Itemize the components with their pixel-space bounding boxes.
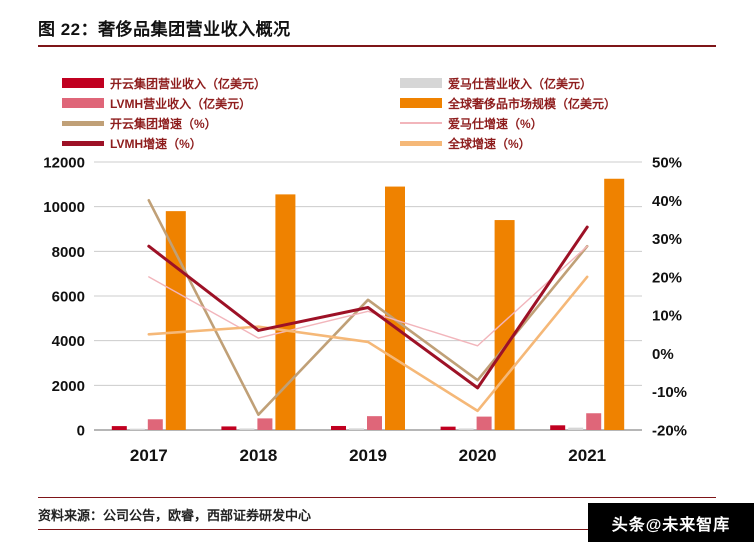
legend-item: LVMH增速（%） [62,135,400,151]
source-note: 资料来源：公司公告，欧睿，西部证券研发中心 [38,508,312,523]
svg-text:2021: 2021 [568,446,606,465]
legend-item: 开云集团增速（%） [62,115,400,131]
svg-text:12000: 12000 [43,155,85,172]
legend-swatch-bar [400,98,442,108]
x-axis-labels: 2017 2018 2019 2020 2021 [130,446,606,465]
svg-text:2018: 2018 [239,446,277,465]
legend-label: 爱马仕营业收入（亿美元） [448,76,593,91]
legend-label: 开云集团营业收入（亿美元） [110,76,267,91]
svg-text:0: 0 [77,423,85,440]
left-axis-labels: 0 2000 4000 6000 8000 10000 12000 [43,155,85,440]
svg-text:30%: 30% [652,231,682,248]
legend-swatch-line-thin [400,122,442,124]
svg-text:4000: 4000 [52,333,85,350]
bar-series-1 [111,425,566,430]
svg-text:50%: 50% [652,155,682,172]
legend-item: 开云集团营业收入（亿美元） [62,75,400,91]
svg-text:40%: 40% [652,193,682,210]
watermark-text: 头条@未来智库 [611,516,731,534]
legend-swatch-line [62,140,104,146]
source-divider-bottom [38,529,716,530]
chart-legend: 开云集团营业收入（亿美元） LVMH营业收入（亿美元） 开云集团增速（%） LVMH增… [62,75,616,151]
svg-text:10%: 10% [652,308,682,325]
svg-text:0%: 0% [652,346,674,363]
legend-label: 爱马仕增速（%） [448,116,543,131]
legend-swatch-line [400,140,442,146]
svg-text:2019: 2019 [349,446,387,465]
legend-item: 爱马仕增速（%） [400,115,616,131]
legend-label: 开云集团增速（%） [110,116,217,131]
source-divider-top [38,497,716,498]
legend-column: 开云集团营业收入（亿美元） LVMH营业收入（亿美元） 开云集团增速（%） LVMH增… [62,75,400,151]
bar-series-4 [165,178,625,430]
legend-item: 全球奢侈品市场规模（亿美元） [400,95,616,111]
legend-item: 爱马仕营业收入（亿美元） [400,75,616,91]
bar-series-3 [147,413,602,430]
svg-text:-10%: -10% [652,384,687,401]
svg-text:10000: 10000 [43,199,85,216]
title-divider [38,45,716,47]
legend-swatch-bar [62,98,104,108]
legend-label: LVMH增速（%） [110,136,202,151]
legend-label: 全球增速（%） [448,136,531,151]
svg-text:20%: 20% [652,269,682,286]
legend-column: 爱马仕营业收入（亿美元） 全球奢侈品市场规模（亿美元） 爱马仕增速（%） 全球增速（%… [400,75,616,151]
watermark-badge: 头条@未来智库 [588,503,754,542]
legend-label: LVMH营业收入（亿美元） [110,96,252,111]
line-series-4 [147,225,589,390]
svg-text:8000: 8000 [52,244,85,261]
right-axis-labels: -20% -10% 0% 10% 20% 30% 40% 50% [652,155,687,440]
svg-text:6000: 6000 [52,289,85,306]
line-series-3 [147,275,589,413]
legend-swatch-bar [62,78,104,88]
legend-item: LVMH营业收入（亿美元） [62,95,400,111]
svg-text:-20%: -20% [652,423,687,440]
legend-swatch-line [62,120,104,126]
svg-text:2017: 2017 [130,446,168,465]
legend-label: 全球奢侈品市场规模（亿美元） [448,96,617,111]
figure-title: 图 22：奢侈品集团营业收入概况 [38,20,291,39]
legend-item: 全球增速（%） [400,135,616,151]
svg-text:2020: 2020 [459,446,497,465]
legend-swatch-bar [400,78,442,88]
bar-series-2 [129,427,584,430]
combo-chart: 0 2000 4000 6000 8000 10000 12000 -20% -10% 0% 10%… [43,155,687,466]
line-series-2 [148,245,588,347]
svg-text:2000: 2000 [52,378,85,395]
